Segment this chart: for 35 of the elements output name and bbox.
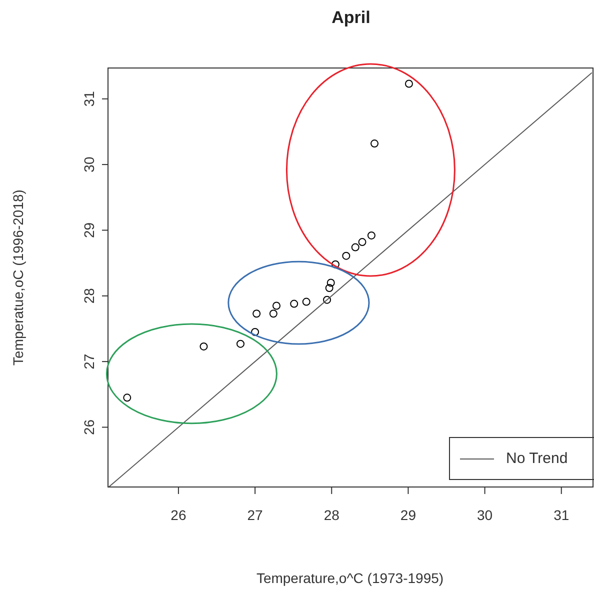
point (323, 296, 332, 304)
point (251, 328, 260, 336)
point (272, 302, 280, 310)
point (302, 298, 310, 306)
x-tick-label: 28 (324, 506, 340, 523)
point (370, 140, 379, 148)
y-tick-label: 31 (81, 90, 97, 107)
y-tick-label: 28 (81, 288, 97, 304)
point (236, 340, 244, 348)
point (331, 260, 340, 268)
x-tick-label: 29 (400, 506, 416, 523)
x-tick-label: 30 (476, 506, 493, 523)
point (367, 231, 376, 240)
y-tick-label: 27 (81, 354, 97, 370)
x-tick-label: 31 (554, 506, 570, 523)
point (404, 80, 413, 88)
chart-title: April (330, 8, 372, 28)
point (252, 310, 261, 318)
y-tick-label: 30 (81, 156, 97, 172)
point (123, 394, 132, 402)
point (351, 243, 360, 252)
y-tick-label: 26 (81, 419, 97, 436)
x-axis-title: Temperature,o^C (1973-1995) (256, 570, 444, 586)
point (200, 342, 208, 350)
legend-label: No Trend (506, 450, 568, 467)
point (358, 238, 366, 246)
point (326, 278, 335, 287)
x-tick-label: 27 (247, 506, 264, 523)
point (325, 284, 334, 292)
point (290, 300, 298, 308)
point (269, 310, 278, 318)
point (342, 252, 350, 260)
x-tick-label: 26 (170, 506, 186, 523)
y-axis-title: Temperatue,oC (1996-2018) (10, 190, 26, 366)
y-tick-label: 29 (81, 222, 97, 238)
